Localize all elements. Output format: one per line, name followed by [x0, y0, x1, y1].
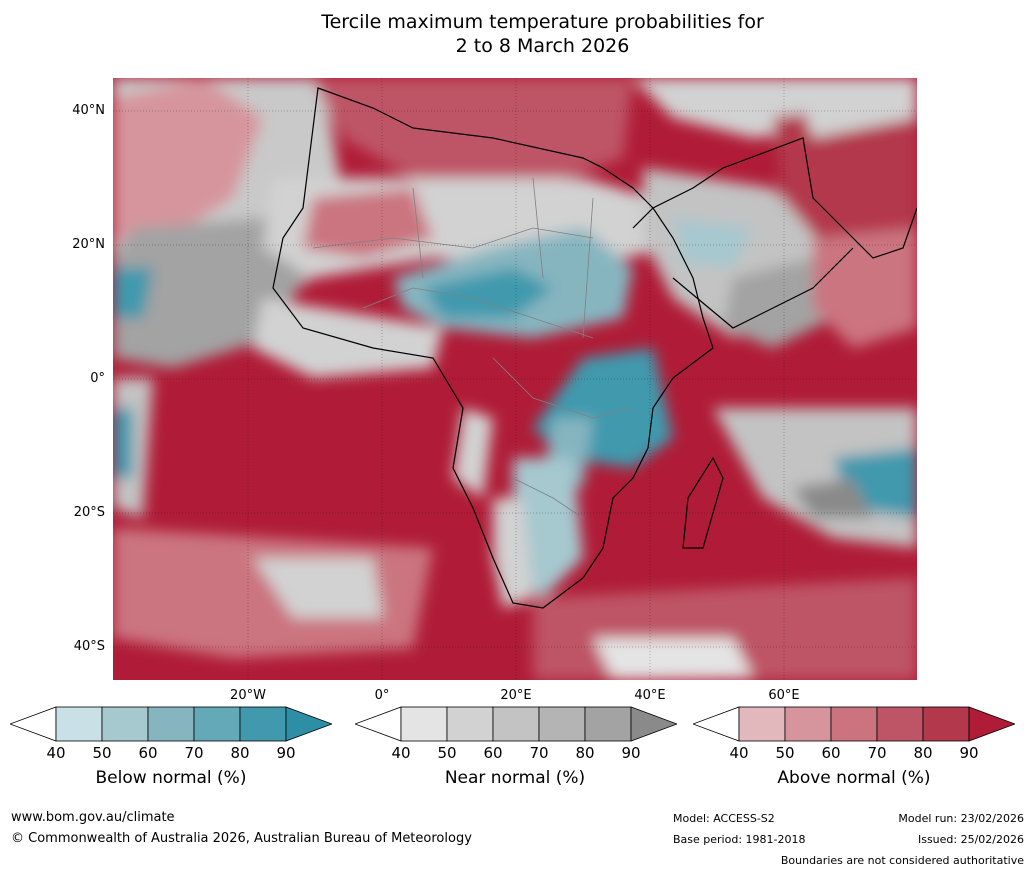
colorbar-swatch — [876, 706, 924, 742]
colorbar-extend-low — [353, 706, 402, 742]
colorbar-tick-label: 70 — [184, 744, 204, 762]
probability-map — [113, 78, 917, 680]
colorbar-swatch — [55, 706, 103, 742]
lat-label-0: 0° — [90, 371, 105, 386]
colorbar-tick-label: 80 — [913, 744, 933, 762]
title-line-2: 2 to 8 March 2026 — [455, 35, 630, 57]
colorbar-swatch — [239, 706, 287, 742]
colorbar-swatch — [830, 706, 878, 742]
colorbar-tick-label: 50 — [92, 744, 112, 762]
colorbar-swatch — [584, 706, 632, 742]
colorbar-extend-low — [8, 706, 57, 742]
lat-label-40n: 40°N — [72, 103, 105, 118]
colorbar-tick-label: 40 — [46, 744, 66, 762]
colorbar-tick-label: 70 — [867, 744, 887, 762]
colorbar-below-normal: 40 50 60 70 80 90 — [8, 706, 334, 762]
lon-label-20e: 20°E — [500, 688, 532, 703]
colorbar-near-normal-swatches — [353, 706, 679, 742]
map-canvas — [113, 78, 917, 680]
colorbar-swatch — [738, 706, 786, 742]
colorbar-extend-low — [691, 706, 740, 742]
colorbar-tick-label: 70 — [529, 744, 549, 762]
colorbar-swatch — [147, 706, 195, 742]
lon-label-20w: 20°W — [230, 688, 266, 703]
colorbar-tick-label: 60 — [483, 744, 503, 762]
near-normal-label: Near normal (%) — [444, 768, 586, 788]
probability-field — [113, 78, 917, 680]
lat-label-20s: 20°S — [73, 505, 105, 520]
colorbar-tick-label: 40 — [391, 744, 411, 762]
colorbar-tick-label: 80 — [230, 744, 250, 762]
colorbar-extend-high — [630, 706, 679, 742]
colorbar-swatch — [193, 706, 241, 742]
colorbar-near-normal: 40 50 60 70 80 90 — [353, 706, 679, 762]
colorbar-extend-high — [968, 706, 1017, 742]
colorbar-swatch — [922, 706, 970, 742]
below-normal-label: Below normal (%) — [95, 768, 247, 788]
lat-label-40s: 40°S — [73, 639, 105, 654]
base-period-text: Base period: 1981-2018 — [673, 833, 806, 846]
colorbar-tick-label: 80 — [575, 744, 595, 762]
colorbar-tick-label: 90 — [621, 744, 641, 762]
colorbar-swatch — [538, 706, 586, 742]
colorbar-swatch — [492, 706, 540, 742]
model-text: Model: ACCESS-S2 — [673, 812, 775, 825]
coastlines — [272, 87, 917, 609]
colorbar-tick-label: 50 — [775, 744, 795, 762]
colorbar-tick-label: 40 — [729, 744, 749, 762]
graticule — [113, 78, 917, 680]
lon-label-0: 0° — [374, 688, 390, 703]
colorbar-extend-high — [285, 706, 334, 742]
colorbar-swatch — [101, 706, 149, 742]
colorbar-tick-label: 90 — [959, 744, 979, 762]
title-line-1: Tercile maximum temperature probabilitie… — [321, 11, 764, 33]
colorbar-tick-label: 60 — [821, 744, 841, 762]
lat-label-20n: 20°N — [72, 237, 105, 252]
map-title: Tercile maximum temperature probabilitie… — [0, 10, 1035, 58]
country-borders — [312, 177, 634, 519]
colorbar-swatch — [400, 706, 448, 742]
lon-label-40e: 40°E — [634, 688, 666, 703]
colorbar-tick-label: 60 — [138, 744, 158, 762]
above-normal-label: Above normal (%) — [777, 768, 931, 788]
colorbar-swatch — [784, 706, 832, 742]
colorbar-below-normal-swatches — [8, 706, 334, 742]
colorbar-above-normal-swatches — [691, 706, 1017, 742]
model-run-text: Model run: 23/02/2026 — [898, 812, 1024, 825]
copyright-text: © Commonwealth of Australia 2026, Austra… — [11, 831, 472, 846]
colorbar-above-normal: 40 50 60 70 80 90 — [691, 706, 1017, 762]
colorbar-tick-label: 90 — [276, 744, 296, 762]
colorbar-swatch — [446, 706, 494, 742]
disclaimer-text: Boundaries are not considered authoritat… — [780, 854, 1024, 867]
website-link[interactable]: www.bom.gov.au/climate — [11, 810, 175, 825]
lon-label-60e: 60°E — [768, 688, 800, 703]
issued-text: Issued: 25/02/2026 — [917, 833, 1024, 846]
colorbar-tick-label: 50 — [437, 744, 457, 762]
